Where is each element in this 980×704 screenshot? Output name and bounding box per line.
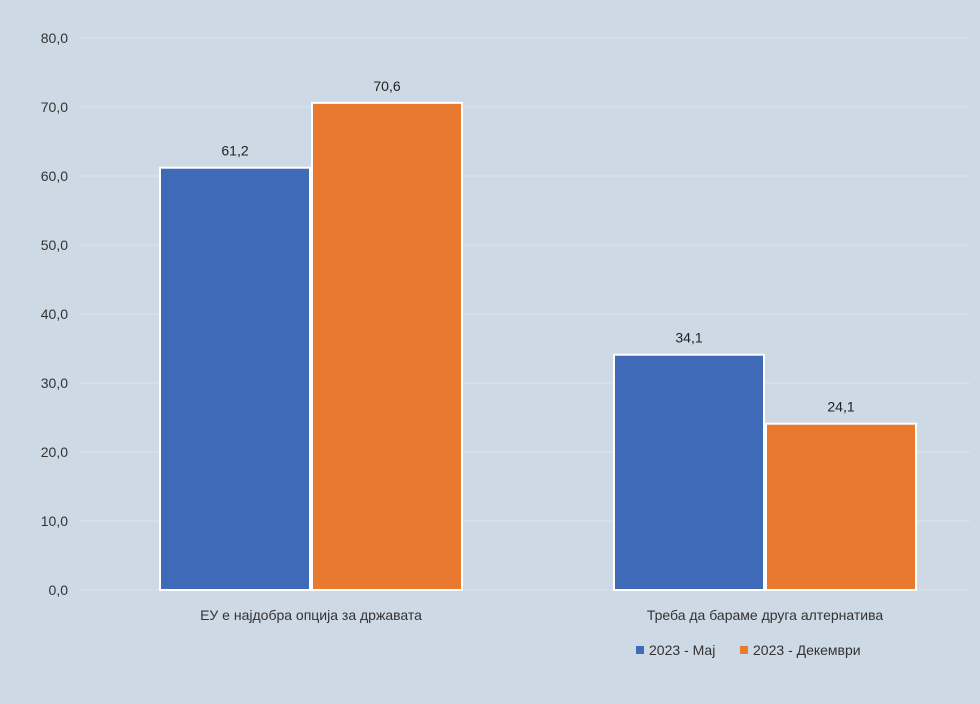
y-tick-label: 50,0 (41, 237, 68, 253)
legend-label: 2023 - Декември (753, 642, 861, 658)
y-tick-label: 60,0 (41, 168, 68, 184)
legend-swatch (740, 646, 748, 654)
y-tick-label: 10,0 (41, 513, 68, 529)
y-tick-label: 40,0 (41, 306, 68, 322)
x-category-label: ЕУ е најдобра опција за државата (200, 607, 422, 623)
bar (159, 166, 311, 591)
bar (311, 101, 463, 592)
y-tick-label: 80,0 (41, 30, 68, 46)
y-tick-label: 70,0 (41, 99, 68, 115)
y-tick-label: 0,0 (49, 582, 69, 598)
legend-label: 2023 - Мај (649, 642, 715, 658)
x-category-label: Треба да бараме друга алтернатива (647, 607, 884, 623)
bar (613, 353, 765, 591)
data-label: 24,1 (827, 399, 854, 415)
y-tick-label: 20,0 (41, 444, 68, 460)
data-label: 70,6 (373, 78, 400, 94)
bar (765, 422, 917, 591)
data-label: 34,1 (675, 330, 702, 346)
data-label: 61,2 (221, 143, 248, 159)
y-tick-label: 30,0 (41, 375, 68, 391)
legend-swatch (636, 646, 644, 654)
